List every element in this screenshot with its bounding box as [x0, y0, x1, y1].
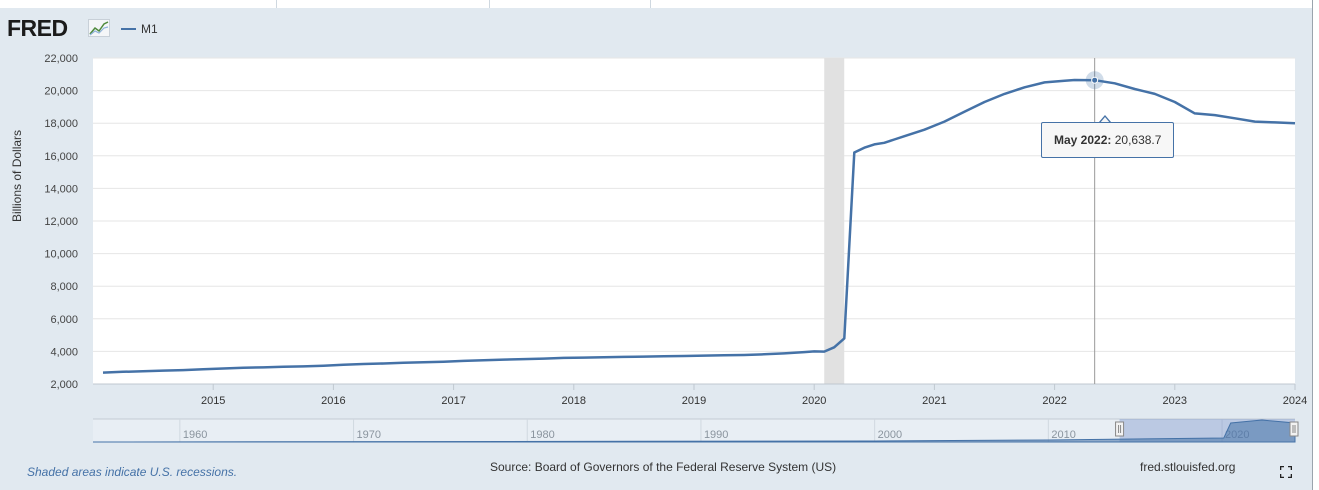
- top-bar-divider: [650, 0, 651, 8]
- y-tick-label: 6,000: [50, 314, 78, 326]
- x-tick-label: 2019: [682, 395, 706, 407]
- recession-shading: [824, 58, 845, 384]
- y-tick-label: 22,000: [44, 53, 78, 65]
- y-tick-label: 10,000: [44, 249, 78, 261]
- legend-label[interactable]: M1: [141, 22, 158, 36]
- x-tick-label: 2016: [321, 395, 345, 407]
- range-navigator[interactable]: 1960197019801990200020102020: [92, 418, 1299, 443]
- hover-marker[interactable]: [1091, 76, 1099, 84]
- navigator-tick-label: 2010: [1051, 429, 1075, 441]
- fred-logo-graph-icon: [88, 19, 110, 37]
- x-tick-label: 2024: [1283, 395, 1307, 407]
- site-link[interactable]: fred.stlouisfed.org: [1140, 460, 1236, 474]
- x-tick-label: 2020: [802, 395, 826, 407]
- navigator-tick-label: 2000: [878, 429, 902, 441]
- tooltip-date: May 2022:: [1054, 133, 1112, 147]
- navigator-handle[interactable]: [1289, 421, 1299, 437]
- y-tick-label: 16,000: [44, 151, 78, 163]
- window-edge: [1312, 0, 1319, 490]
- navigator-tick-label: 1960: [183, 429, 207, 441]
- y-tick-label: 14,000: [44, 183, 78, 195]
- source-text: Source: Board of Governors of the Federa…: [490, 460, 837, 474]
- y-axis-label: Billions of Dollars: [10, 129, 24, 222]
- fred-logo[interactable]: FRED: [7, 15, 68, 41]
- navigator-tick-label: 1970: [357, 429, 381, 441]
- legend-swatch: [121, 28, 136, 30]
- recession-band: [824, 58, 845, 384]
- tooltip: May 2022: 20,638.7: [1041, 122, 1174, 158]
- x-tick-label: 2015: [201, 395, 225, 407]
- y-tick-label: 8,000: [50, 281, 78, 293]
- y-tick-label: 20,000: [44, 86, 78, 98]
- x-axis: 2015 2016 2017 2018 2019 2020 2021 2022 2023 2024: [93, 383, 1307, 407]
- recession-note: Shaded areas indicate U.S. recessions.: [27, 465, 238, 479]
- tooltip-caret-inner: [1100, 117, 1110, 123]
- top-bar-divider: [489, 0, 490, 8]
- series-line-m1[interactable]: [102, 78, 1296, 374]
- y-tick-label: 4,000: [50, 346, 78, 358]
- hover-point[interactable]: [1085, 71, 1104, 90]
- tooltip-value: 20,638.7: [1114, 133, 1162, 147]
- y-tick-label: 18,000: [44, 118, 78, 130]
- navigator-tick-label: 1990: [704, 429, 728, 441]
- top-bar-divider: [276, 0, 277, 8]
- x-tick-label: 2018: [562, 395, 586, 407]
- x-tick-label: 2017: [441, 395, 465, 407]
- top-bar: [0, 0, 1312, 8]
- x-tick-label: 2023: [1163, 395, 1187, 407]
- y-tick-label: 12,000: [44, 216, 78, 228]
- x-tick-label: 2021: [922, 395, 946, 407]
- y-axis: 2,000 4,000 6,000 8,000 10,000 12,000 14,000 16…: [44, 53, 78, 391]
- navigator-handle[interactable]: [1115, 421, 1125, 437]
- x-tick-label: 2022: [1042, 395, 1066, 407]
- navigator-track: [93, 419, 1295, 442]
- y-tick-label: 2,000: [50, 379, 78, 391]
- fullscreen-icon[interactable]: [1280, 466, 1292, 478]
- navigator-tick-label: 1980: [530, 429, 554, 441]
